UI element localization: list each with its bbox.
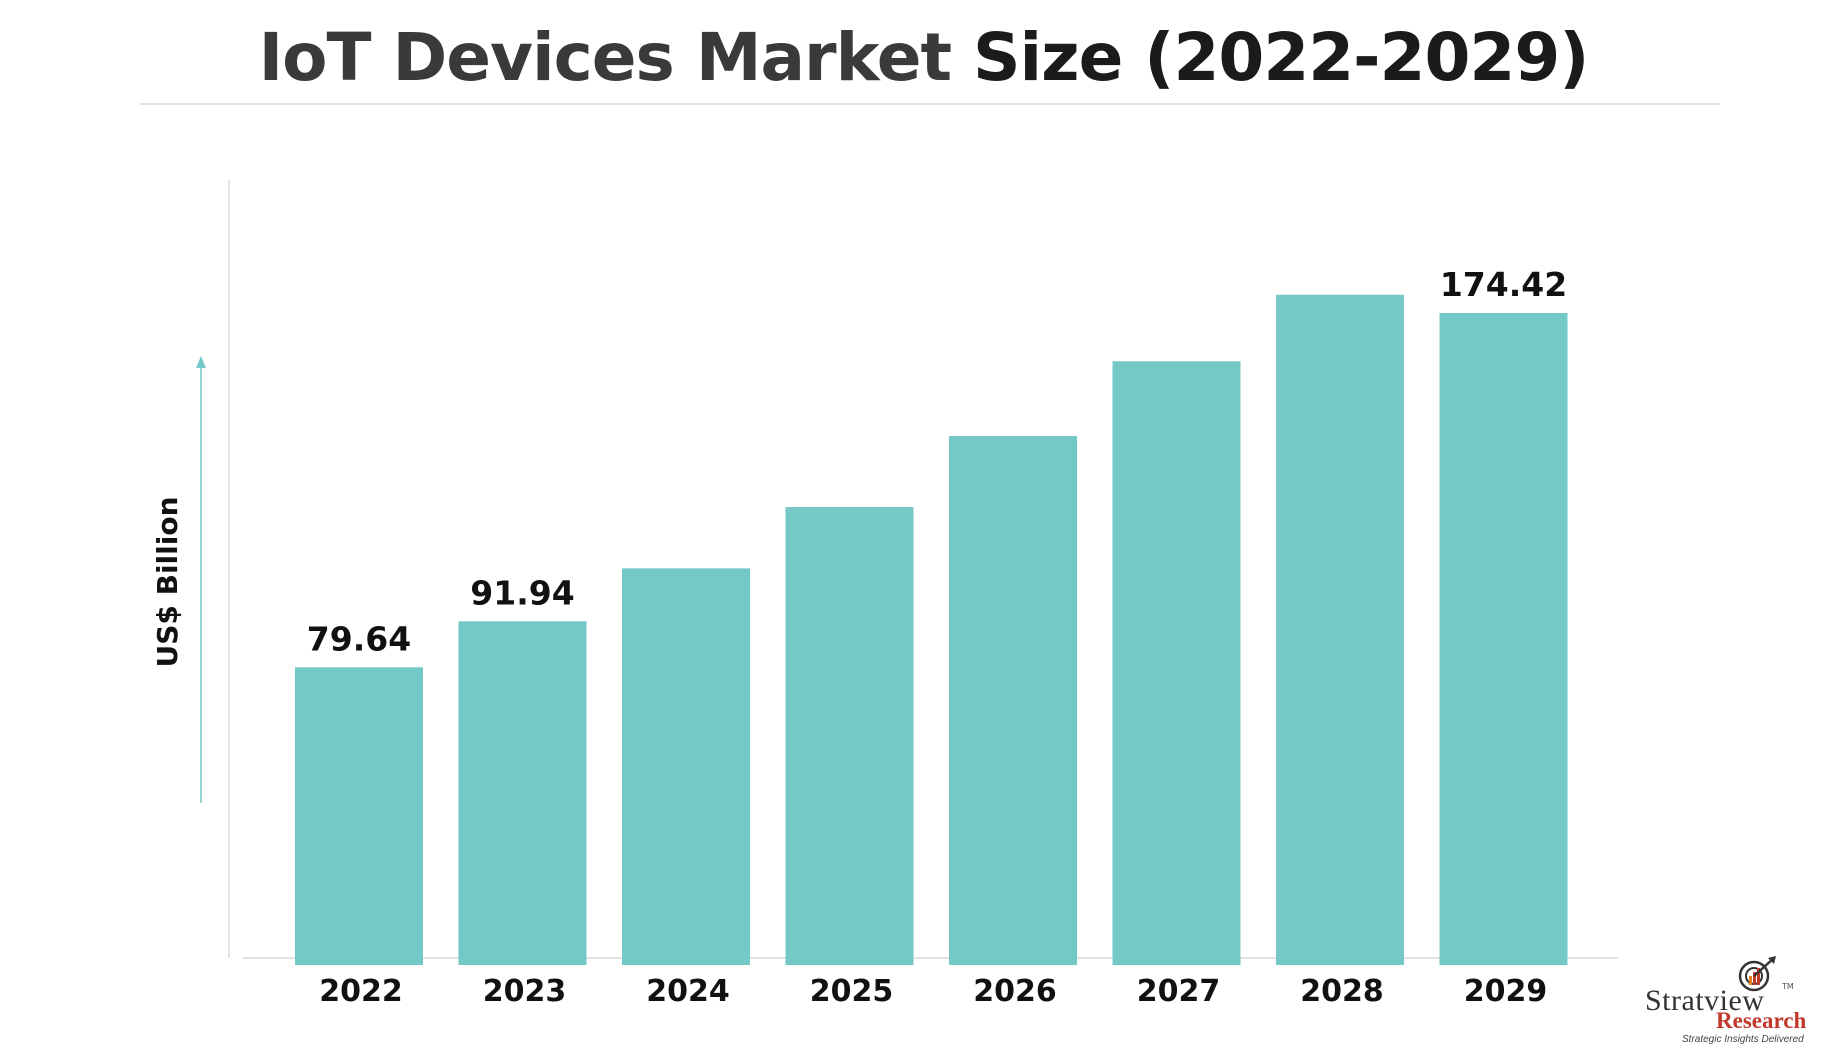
title-part-1: IoT Devices Market: [258, 19, 952, 96]
x-tick-label-2025: 2025: [810, 974, 894, 1009]
bar-2026: [949, 436, 1077, 965]
data-label-2029: 174.42: [1440, 265, 1567, 304]
bar-2029: [1439, 313, 1568, 965]
bar-2025: [785, 507, 914, 965]
y-axis-label: US$ Billion: [151, 496, 184, 667]
x-tick-label-2023: 2023: [483, 974, 567, 1009]
bar-2028: [1276, 294, 1404, 965]
data-label-2023: 91.94: [470, 573, 574, 612]
bar-2024: [622, 568, 750, 965]
x-tick-label-2024: 2024: [646, 974, 730, 1009]
title-divider: [140, 103, 1720, 105]
y-arrow-head-icon: [196, 356, 206, 368]
logo-tagline: Strategic Insights Delivered: [1682, 1034, 1804, 1045]
x-tick-label-2027: 2027: [1137, 974, 1221, 1009]
data-label-2022: 79.64: [307, 619, 411, 658]
x-tick-label-2026: 2026: [973, 974, 1057, 1009]
target-arrow-icon: [1738, 956, 1776, 992]
title-part-2: Size (2022-2029): [973, 19, 1589, 96]
chart-title: IoT Devices Market Size (2022-2029): [0, 18, 1847, 98]
logo-brand-line-1: Stratview: [1645, 984, 1765, 1017]
bar-2023: [458, 621, 587, 965]
logo-brand-line-2: Research: [1716, 1008, 1807, 1033]
x-tick-label-2028: 2028: [1300, 974, 1384, 1009]
x-tick-label-2022: 2022: [319, 974, 403, 1009]
bar-2027: [1112, 361, 1241, 965]
bar-2022: [295, 667, 423, 965]
logo-trademark: TM: [1782, 982, 1794, 991]
stratview-logo: Stratview TM Research Strategic Insights…: [1640, 952, 1830, 1052]
x-tick-label-2029: 2029: [1464, 974, 1548, 1009]
